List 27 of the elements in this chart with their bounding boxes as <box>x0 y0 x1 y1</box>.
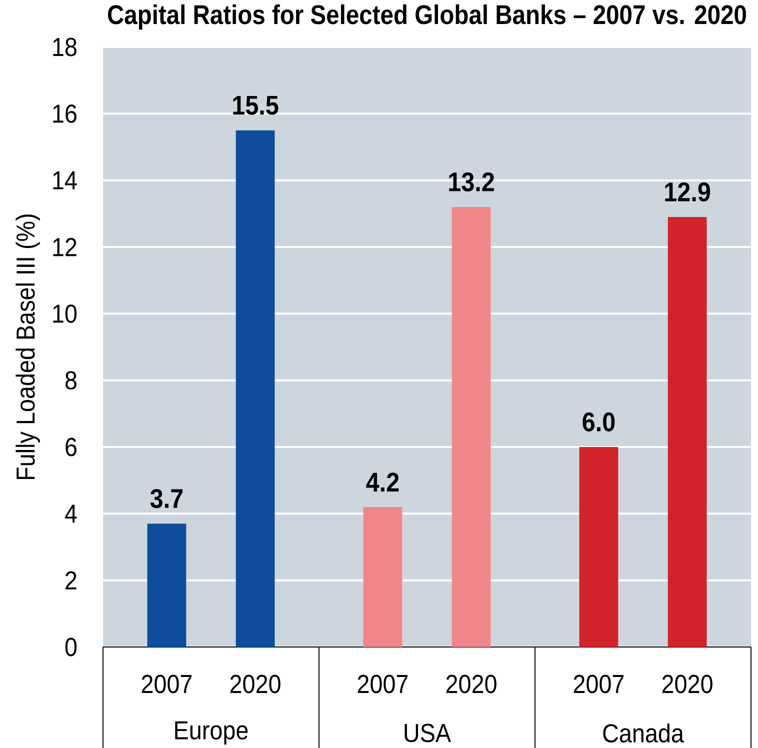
x-tick-label: USA <box>404 724 452 742</box>
x-tick-label: Europe <box>175 721 248 745</box>
text: 2007 <box>574 674 624 694</box>
text: 2020 <box>662 674 712 694</box>
y-tick-label: 0 <box>65 638 77 656</box>
y-tick-label: 14 <box>53 171 77 190</box>
chart-title: Capital Ratios for Selected Global Banks – 2007 vs. 2020 <box>108 4 746 30</box>
y-tick-label: 8 <box>65 371 76 390</box>
y-axis-title: Fully Loaded Basel III (%) <box>16 214 40 480</box>
y-tick-label: 4 <box>64 504 77 523</box>
data-label: 13.2 <box>449 172 494 192</box>
y-tick-label: 6 <box>66 438 76 456</box>
y-tick-label: 16 <box>53 104 76 123</box>
text: 2020 <box>446 674 496 694</box>
x-tick-label: Canada <box>603 723 684 743</box>
text: 2007 <box>142 674 192 694</box>
series-label: 2020 <box>230 674 280 694</box>
data-label: 3.7 <box>150 488 183 508</box>
data-label: 6.0 <box>582 412 615 432</box>
y-tick-label: 12 <box>53 238 76 256</box>
data-label: 12.9 <box>665 182 710 202</box>
data-label: 4.2 <box>366 472 399 492</box>
y-tick-label: 2 <box>66 571 76 590</box>
data-label: 15.5 <box>233 96 278 115</box>
series-label: 2007 <box>358 674 408 694</box>
y-tick-label: 10 <box>53 304 77 323</box>
y-tick-label: 18 <box>53 38 76 56</box>
